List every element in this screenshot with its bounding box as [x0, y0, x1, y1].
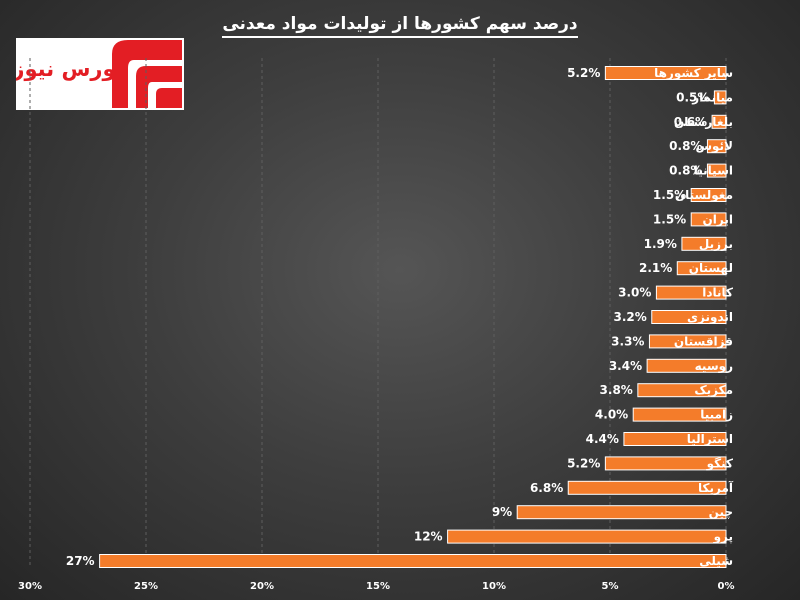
bar	[447, 529, 727, 544]
category-label: میانمار	[691, 90, 733, 104]
bar	[713, 90, 727, 105]
x-tick-label: 25%	[134, 581, 158, 592]
data-label: 1.5%	[653, 212, 686, 226]
bar	[604, 456, 727, 471]
bar	[706, 139, 727, 154]
x-tick-label: 15%	[366, 581, 390, 592]
bar	[567, 480, 727, 495]
data-label: 3.3%	[611, 334, 644, 348]
bar	[655, 285, 727, 300]
data-label: 1.5%	[653, 188, 686, 202]
bar	[651, 310, 727, 324]
logo-emblem-icon	[112, 40, 182, 108]
category-label: برزیل	[699, 237, 733, 251]
data-label: 6.8%	[530, 481, 563, 495]
bar	[681, 236, 727, 251]
bar	[604, 66, 727, 80]
bar	[99, 554, 727, 568]
category-label: روسیه	[695, 359, 733, 374]
category-label: زامبیا	[700, 408, 733, 422]
bar	[623, 432, 727, 446]
category-label: قزاقستان	[674, 334, 733, 348]
data-label: 0.8%	[669, 139, 702, 153]
data-label: 5.2%	[567, 66, 600, 80]
bar	[648, 334, 727, 349]
bar	[637, 383, 727, 398]
bar	[676, 261, 727, 276]
bars	[99, 66, 727, 568]
category-label: کانادا	[702, 286, 733, 300]
data-label: 2.1%	[639, 261, 672, 275]
data-label: 5.2%	[567, 456, 600, 470]
bar	[632, 407, 727, 422]
data-label: 27%	[66, 554, 95, 568]
data-label: 4.0%	[595, 408, 628, 422]
data-label: 0.8%	[669, 164, 702, 178]
bar	[646, 358, 727, 373]
chart-title: درصد سهم کشورها از تولیدات مواد معدنی	[0, 14, 800, 38]
x-tick-label: 20%	[250, 581, 274, 592]
bar	[690, 188, 727, 202]
bar	[711, 114, 727, 129]
category-label: ایران	[703, 212, 733, 226]
category-label: استرالیا	[687, 432, 733, 446]
category-label: لائوس	[695, 139, 733, 154]
category-label: اندونزی	[687, 310, 733, 325]
category-label: مغولستان	[675, 188, 733, 203]
data-label: 3.4%	[609, 359, 642, 373]
data-label: 4.4%	[586, 432, 619, 446]
bar	[516, 505, 727, 520]
data-label: 12%	[414, 530, 443, 544]
data-label: 9%	[492, 505, 512, 519]
bar	[706, 163, 727, 178]
category-label: کنگو	[706, 456, 733, 471]
category-label: بلغارستان	[674, 115, 733, 129]
x-tick-label: 0%	[718, 581, 735, 592]
category-label: مکزیک	[694, 383, 733, 397]
value-labels: 5.2% 0.5% 0.6% 0.8% 0.8% 1.5% 1.5% 1.9% 2.1% 3.0%…	[66, 66, 710, 568]
x-tick-label: 10%	[482, 581, 506, 592]
data-label: 3.8%	[600, 383, 633, 397]
data-label: 0.5%	[676, 90, 709, 104]
data-label: 0.6%	[674, 115, 707, 129]
category-label: شیلی	[699, 554, 733, 568]
data-label: 3.0%	[618, 286, 651, 300]
category-label: چین	[709, 505, 733, 519]
x-axis-ticks: 0% 5% 10% 15% 20% 25% 30%	[18, 581, 734, 592]
chart-title-text: درصد سهم کشورها از تولیدات مواد معدنی	[222, 14, 578, 38]
x-tick-label: 5%	[602, 581, 619, 592]
category-label: سایر کشورها	[654, 66, 733, 81]
data-label: 1.9%	[644, 237, 677, 251]
data-label: 3.2%	[613, 310, 646, 324]
category-label: پرو	[713, 530, 733, 545]
category-label: اسپانیا	[694, 164, 733, 178]
category-labels: سایر کشورها میانمار بلغارستان لائوس اسپانیا م…	[654, 66, 734, 568]
category-label: لهستان	[689, 261, 733, 275]
x-tick-label: 30%	[18, 581, 42, 592]
category-label: آمریکا	[698, 480, 734, 495]
bar	[690, 212, 727, 227]
